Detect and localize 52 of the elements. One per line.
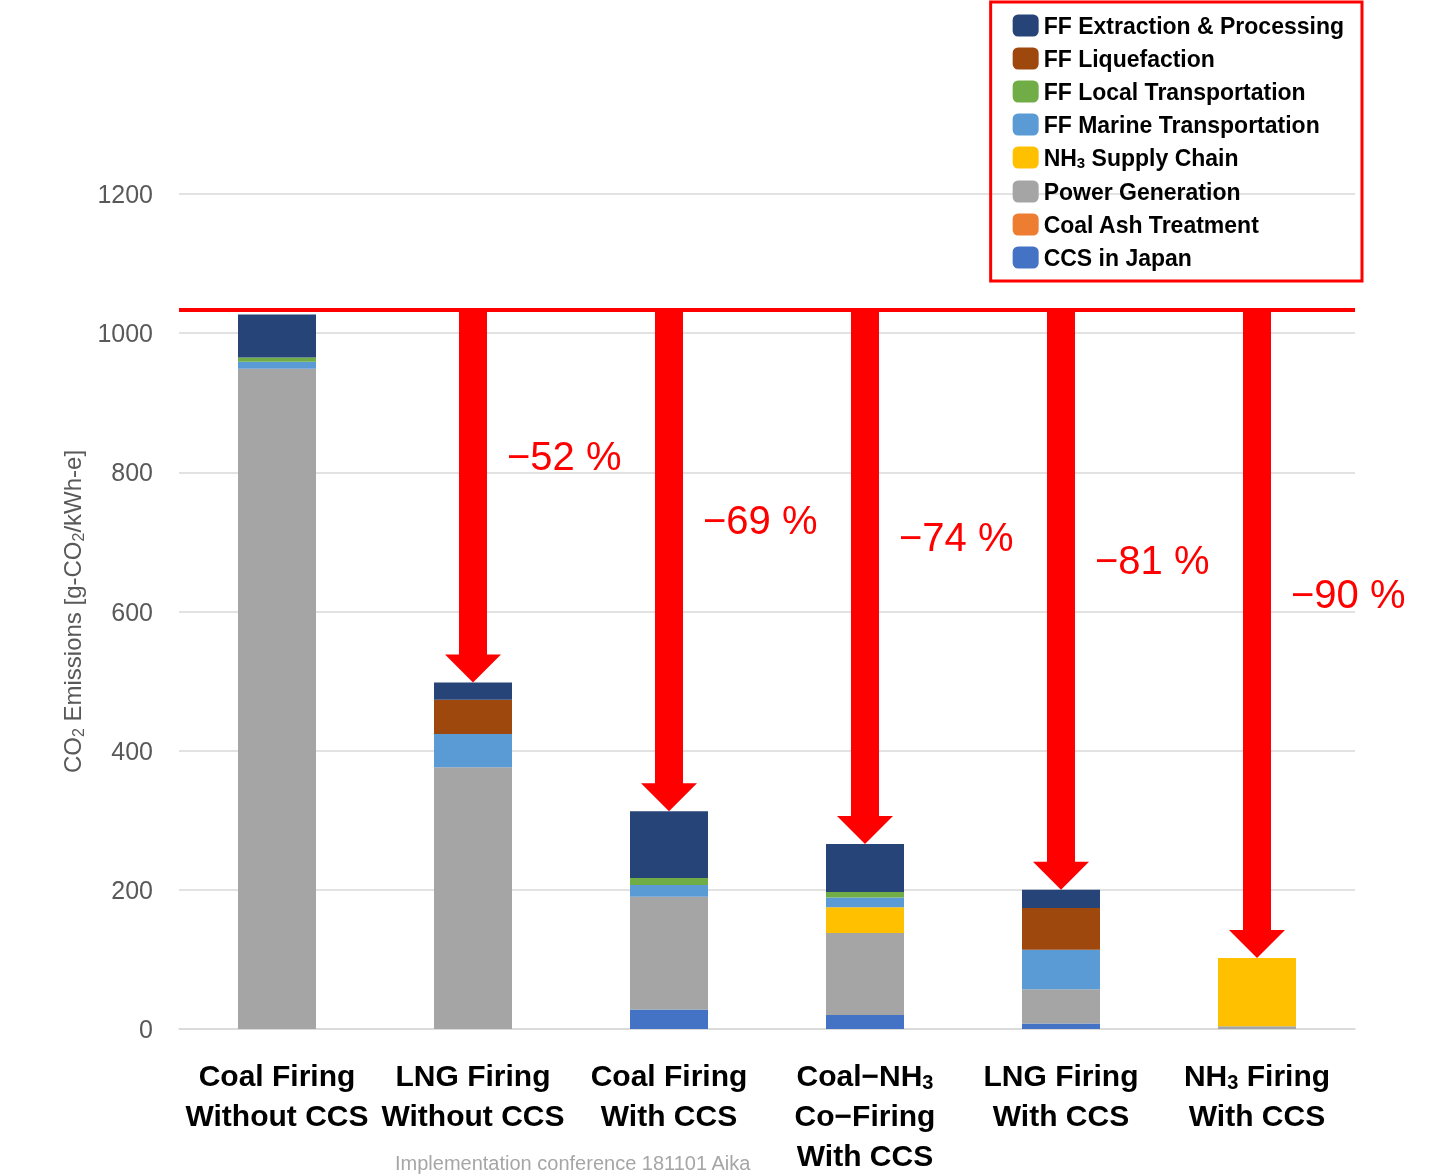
y-tick-label: 400 — [111, 736, 153, 765]
annotation: −74 % — [899, 514, 1014, 559]
bar — [826, 891, 904, 898]
legend-label: Power Generation — [1043, 178, 1241, 205]
bar — [434, 682, 512, 700]
y-tick-label: 200 — [111, 875, 153, 904]
bar — [238, 368, 316, 1029]
bar — [1022, 989, 1100, 1024]
y-tick-label: 1000 — [97, 319, 153, 348]
bar — [630, 896, 708, 1010]
x-tick-label: LNG Firing Without CCS — [381, 1058, 565, 1132]
annotation: −69 % — [703, 498, 818, 543]
bar — [1022, 1023, 1100, 1029]
bar — [1022, 907, 1100, 950]
bar — [1218, 958, 1296, 1027]
bar — [630, 1009, 708, 1029]
y-axis-title: CO2 Emissions [g-CO2/kWh-e] — [59, 449, 87, 774]
bar — [630, 811, 708, 878]
bar — [826, 932, 904, 1016]
legend-label: FF Marine Transportation — [1043, 111, 1320, 138]
text: Implementation conference 181101 Aika — [395, 1152, 752, 1174]
bar — [1218, 1026, 1296, 1029]
annotation: −90 % — [1291, 571, 1406, 616]
annotation: −52 % — [507, 433, 622, 478]
bar — [434, 699, 512, 734]
annotation: −81 % — [1095, 537, 1210, 582]
legend-label: Coal Ash Treatment — [1043, 211, 1260, 238]
bar — [826, 843, 904, 892]
legend-label: NH3 Supply Chain — [1043, 144, 1239, 171]
y-tick-label: 1200 — [97, 180, 153, 208]
bar — [1022, 889, 1100, 908]
y-tick-label: 600 — [111, 597, 153, 626]
x-tick-label: Coal Firing Without CCS — [185, 1058, 369, 1132]
legend-label: FF Local Transportation — [1043, 78, 1306, 105]
bar — [238, 361, 316, 369]
bar — [630, 878, 708, 885]
legend-label: FF Liquefaction — [1043, 45, 1215, 72]
y-tick-label: 800 — [111, 458, 153, 487]
bar — [826, 907, 904, 933]
bar — [434, 767, 512, 1029]
bar — [1022, 949, 1100, 990]
bar — [630, 884, 708, 897]
legend-label: CCS in Japan — [1043, 244, 1192, 271]
y-tick-label: 0 — [139, 1015, 153, 1043]
bar — [826, 1015, 904, 1029]
legend-label: FF Extraction & Processing — [1043, 12, 1345, 39]
x-tick-label: Coal Firing With CCS — [590, 1058, 748, 1132]
bar — [238, 314, 316, 358]
bar — [434, 733, 512, 768]
bar — [826, 897, 904, 908]
bar — [238, 357, 316, 362]
x-tick-label: LNG Firing With CCS — [983, 1058, 1139, 1132]
